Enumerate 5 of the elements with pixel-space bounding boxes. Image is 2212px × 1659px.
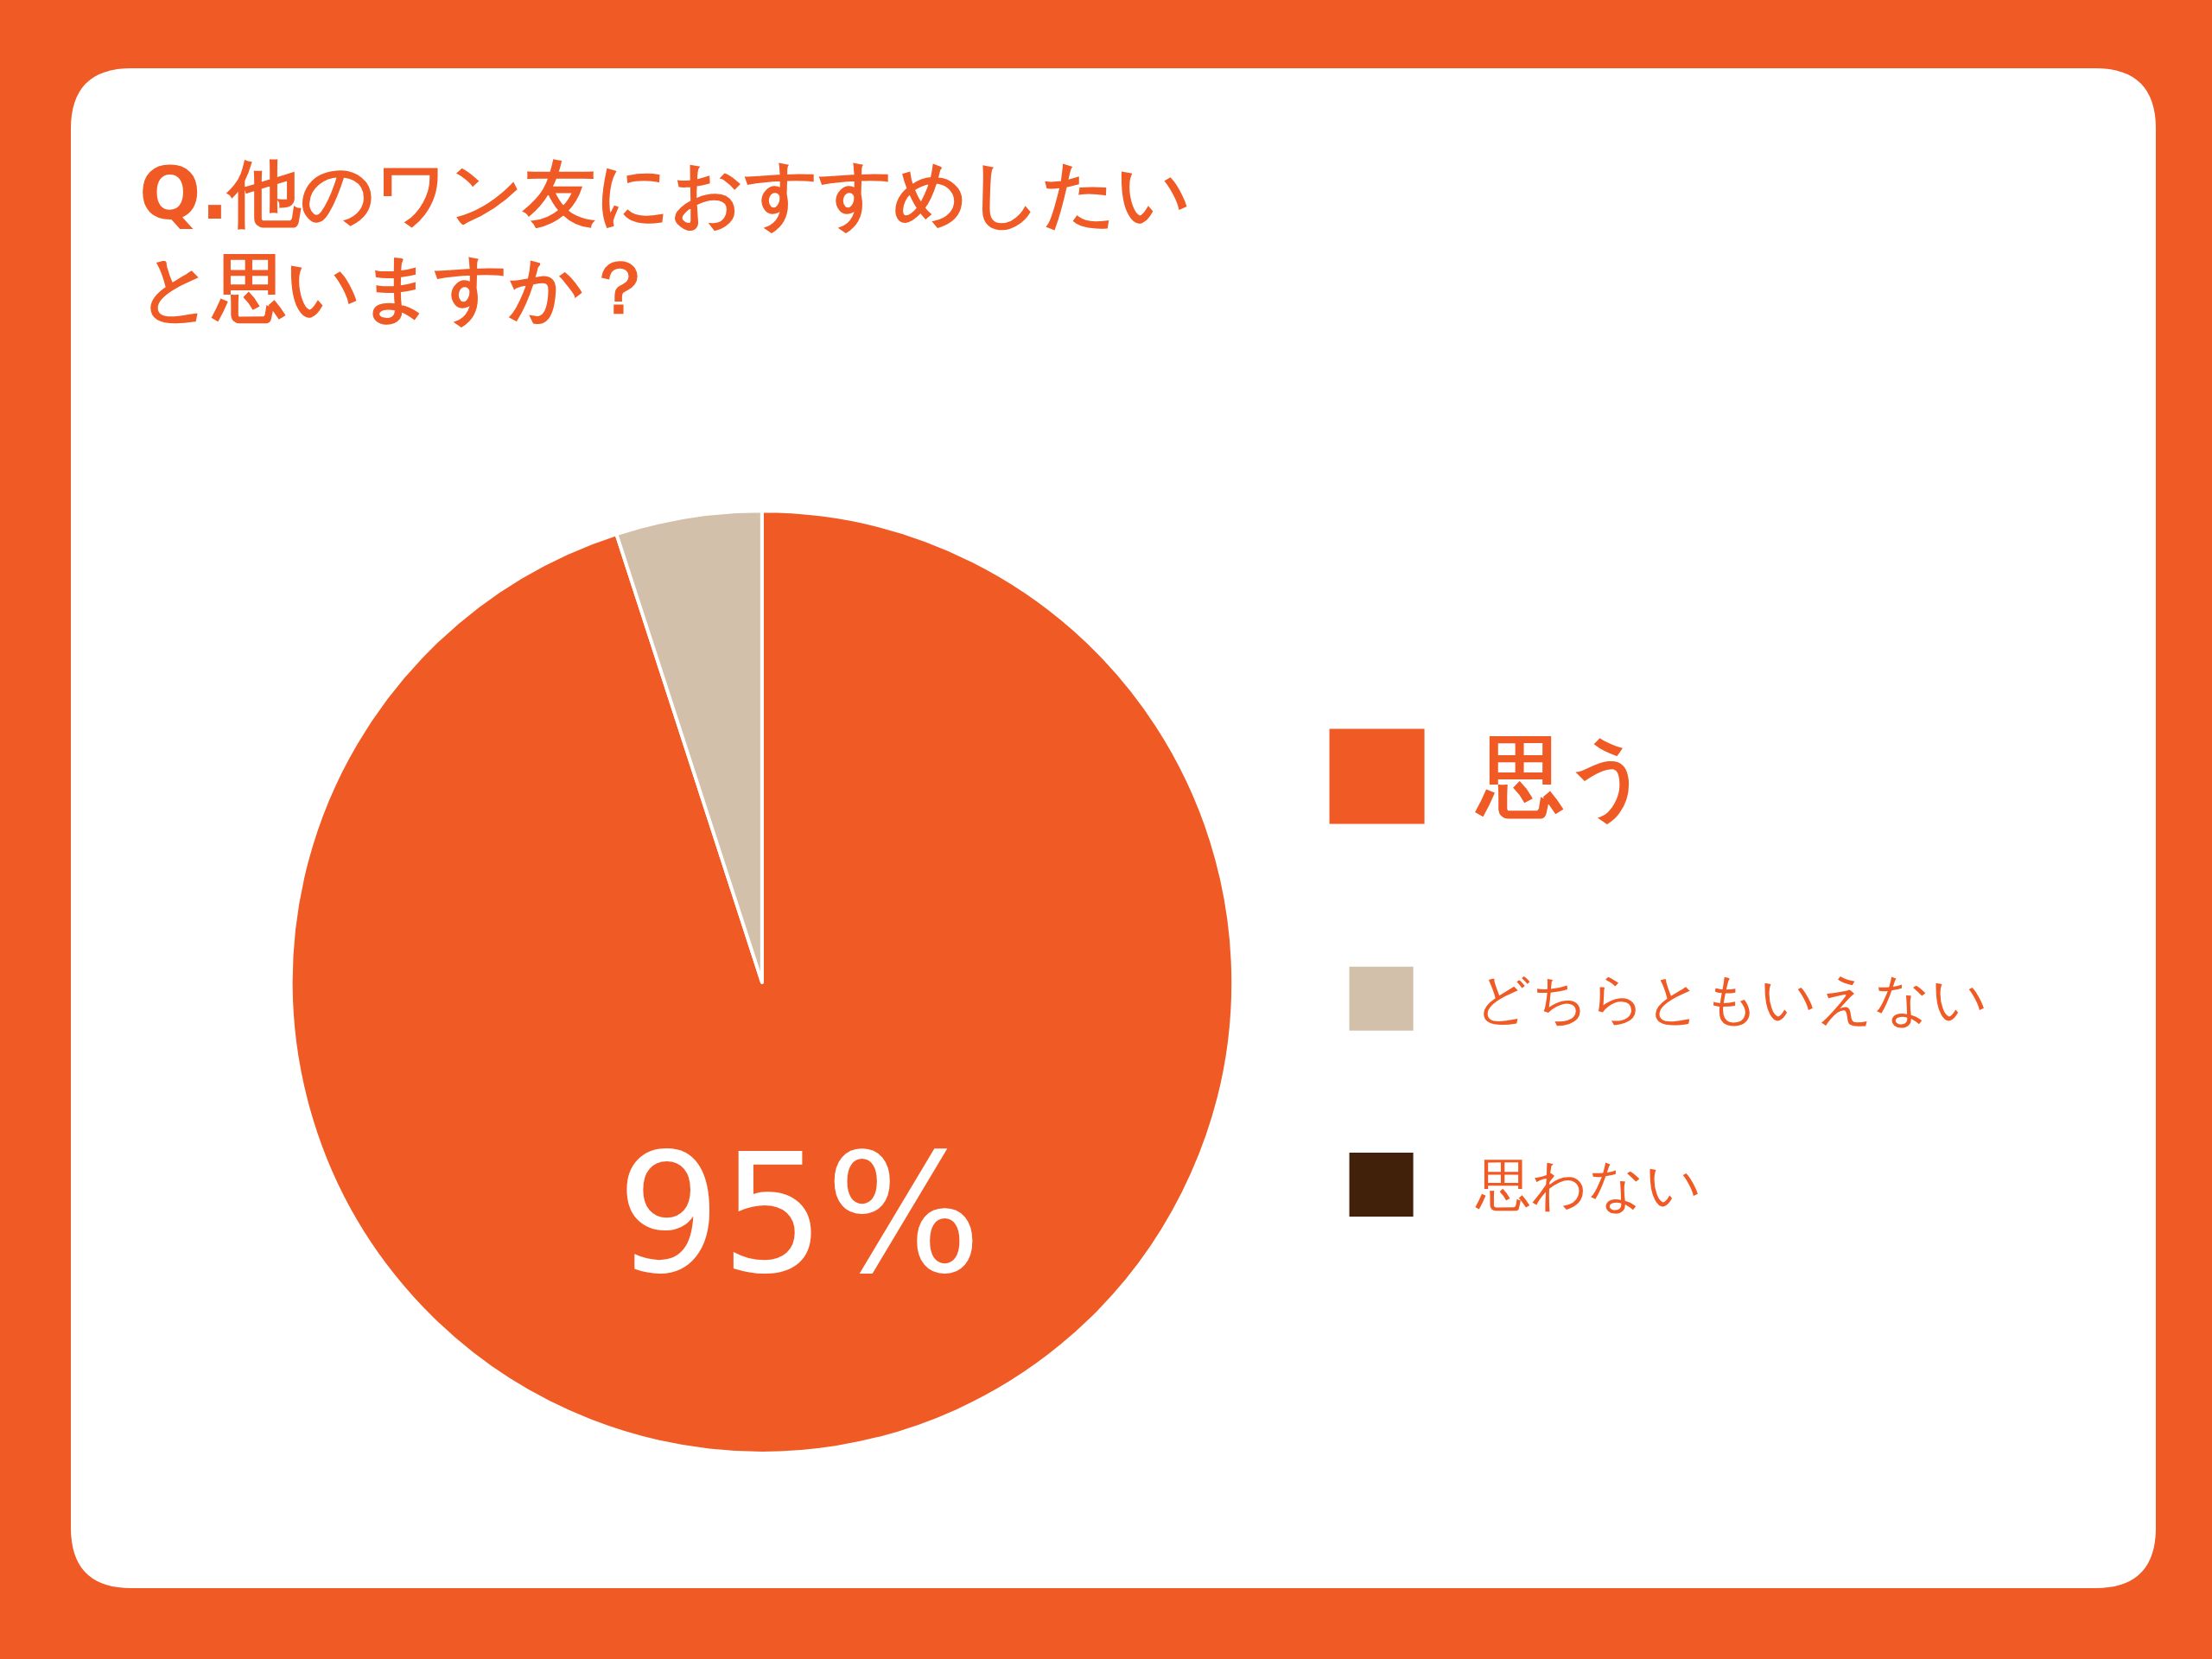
legend-label: 思わない — [1475, 1153, 1702, 1217]
legend-label: どちらともいえない — [1475, 967, 1988, 1031]
chart-title: Q.他のワン友におすすめしたいと思いますか？ — [139, 151, 1192, 331]
legend-label: 思う — [1475, 726, 1652, 827]
data-label: 95% — [616, 1119, 982, 1311]
